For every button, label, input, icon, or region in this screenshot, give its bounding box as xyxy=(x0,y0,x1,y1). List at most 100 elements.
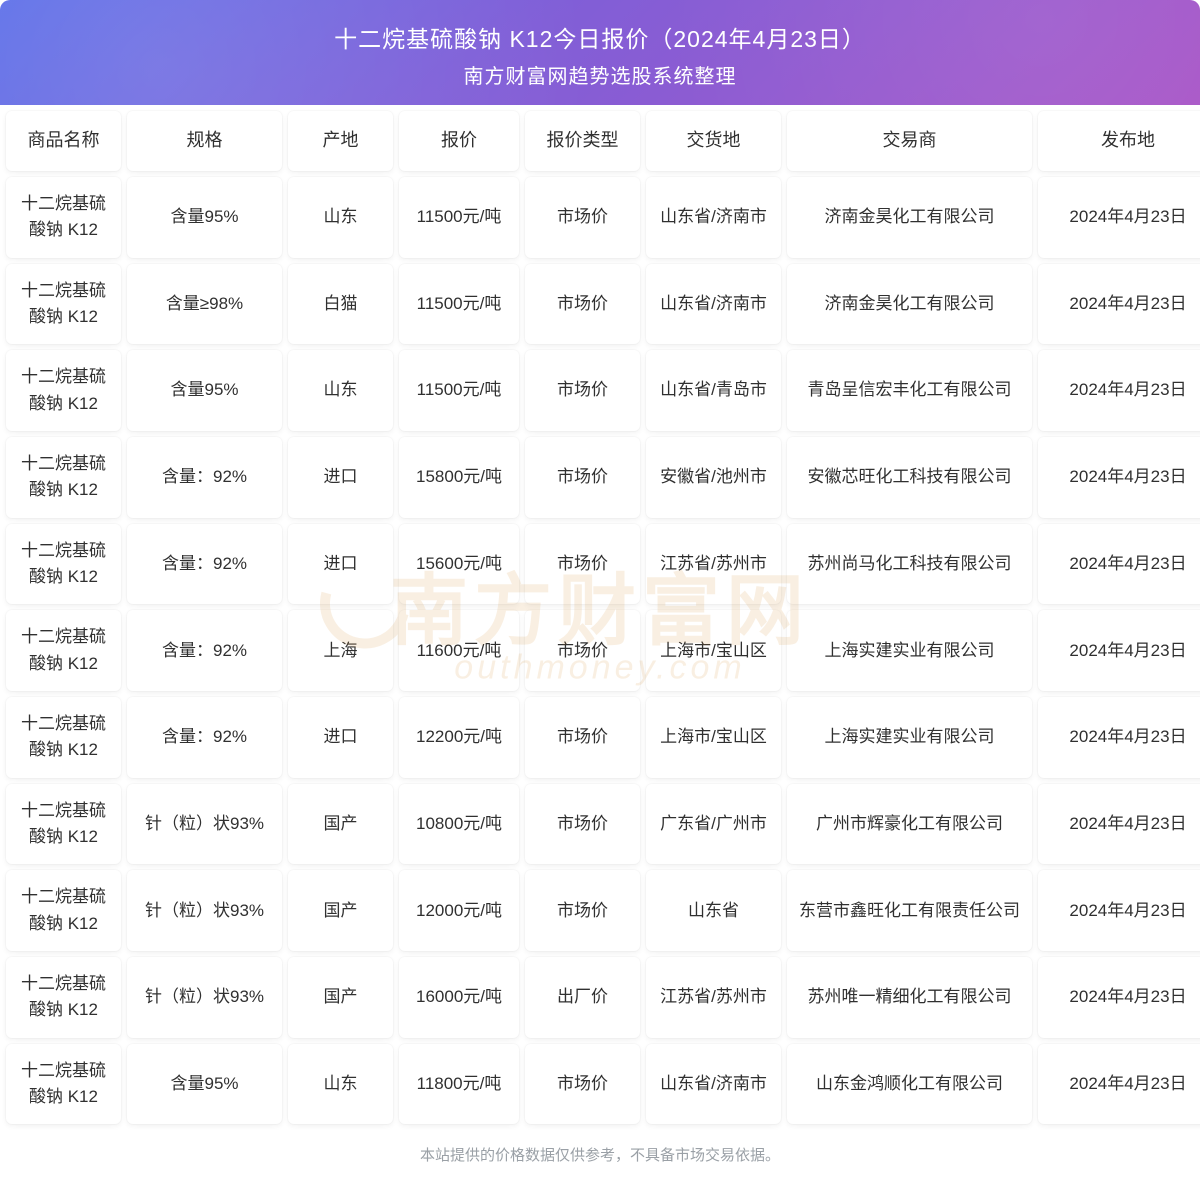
cell-spec: 含量95% xyxy=(127,177,282,258)
cell-spec: 含量95% xyxy=(127,1044,282,1125)
col-header-loc: 交货地 xyxy=(646,111,781,171)
cell-trader: 安徽芯旺化工科技有限公司 xyxy=(787,437,1032,518)
cell-name: 十二烷基硫酸钠 K12 xyxy=(6,610,121,691)
table-row: 十二烷基硫酸钠 K12针（粒）状93%国产16000元/吨出厂价江苏省/苏州市苏… xyxy=(6,957,1200,1038)
cell-spec: 含量≥98% xyxy=(127,264,282,345)
cell-loc: 安徽省/池州市 xyxy=(646,437,781,518)
cell-date: 2024年4月23日 xyxy=(1038,870,1200,951)
table-row: 十二烷基硫酸钠 K12针（粒）状93%国产10800元/吨市场价广东省/广州市广… xyxy=(6,784,1200,865)
table-row: 十二烷基硫酸钠 K12含量95%山东11500元/吨市场价山东省/青岛市青岛呈信… xyxy=(6,350,1200,431)
cell-origin: 山东 xyxy=(288,1044,393,1125)
table-row: 十二烷基硫酸钠 K12含量：92%进口15800元/吨市场价安徽省/池州市安徽芯… xyxy=(6,437,1200,518)
cell-name: 十二烷基硫酸钠 K12 xyxy=(6,957,121,1038)
cell-trader: 东营市鑫旺化工有限责任公司 xyxy=(787,870,1032,951)
cell-date: 2024年4月23日 xyxy=(1038,264,1200,345)
table-wrapper: 南方财富网 outhmoney.com 商品名称规格产地报价报价类型交货地交易商… xyxy=(0,105,1200,1130)
cell-spec: 针（粒）状93% xyxy=(127,957,282,1038)
cell-loc: 山东省 xyxy=(646,870,781,951)
cell-name: 十二烷基硫酸钠 K12 xyxy=(6,784,121,865)
cell-name: 十二烷基硫酸钠 K12 xyxy=(6,437,121,518)
cell-spec: 含量：92% xyxy=(127,437,282,518)
col-header-ptype: 报价类型 xyxy=(525,111,640,171)
cell-price: 15600元/吨 xyxy=(399,524,519,605)
table-row: 十二烷基硫酸钠 K12针（粒）状93%国产12000元/吨市场价山东省东营市鑫旺… xyxy=(6,870,1200,951)
cell-date: 2024年4月23日 xyxy=(1038,177,1200,258)
cell-date: 2024年4月23日 xyxy=(1038,437,1200,518)
cell-ptype: 市场价 xyxy=(525,697,640,778)
cell-ptype: 市场价 xyxy=(525,784,640,865)
cell-name: 十二烷基硫酸钠 K12 xyxy=(6,350,121,431)
cell-date: 2024年4月23日 xyxy=(1038,957,1200,1038)
table-body: 十二烷基硫酸钠 K12含量95%山东11500元/吨市场价山东省/济南市济南金昊… xyxy=(6,177,1200,1125)
cell-price: 11500元/吨 xyxy=(399,264,519,345)
cell-loc: 山东省/济南市 xyxy=(646,1044,781,1125)
cell-loc: 上海市/宝山区 xyxy=(646,697,781,778)
col-header-price: 报价 xyxy=(399,111,519,171)
cell-spec: 针（粒）状93% xyxy=(127,784,282,865)
cell-trader: 苏州尚马化工科技有限公司 xyxy=(787,524,1032,605)
cell-price: 10800元/吨 xyxy=(399,784,519,865)
cell-origin: 国产 xyxy=(288,957,393,1038)
cell-name: 十二烷基硫酸钠 K12 xyxy=(6,1044,121,1125)
cell-loc: 山东省/济南市 xyxy=(646,264,781,345)
cell-spec: 含量：92% xyxy=(127,524,282,605)
cell-loc: 山东省/济南市 xyxy=(646,177,781,258)
cell-origin: 山东 xyxy=(288,350,393,431)
cell-loc: 山东省/青岛市 xyxy=(646,350,781,431)
cell-price: 15800元/吨 xyxy=(399,437,519,518)
cell-trader: 苏州唯一精细化工有限公司 xyxy=(787,957,1032,1038)
cell-name: 十二烷基硫酸钠 K12 xyxy=(6,264,121,345)
cell-spec: 针（粒）状93% xyxy=(127,870,282,951)
cell-origin: 进口 xyxy=(288,697,393,778)
col-header-name: 商品名称 xyxy=(6,111,121,171)
cell-loc: 广东省/广州市 xyxy=(646,784,781,865)
cell-price: 16000元/吨 xyxy=(399,957,519,1038)
col-header-spec: 规格 xyxy=(127,111,282,171)
cell-ptype: 市场价 xyxy=(525,350,640,431)
cell-trader: 济南金昊化工有限公司 xyxy=(787,177,1032,258)
cell-trader: 济南金昊化工有限公司 xyxy=(787,264,1032,345)
cell-name: 十二烷基硫酸钠 K12 xyxy=(6,524,121,605)
table-header-row: 商品名称规格产地报价报价类型交货地交易商发布地 xyxy=(6,111,1200,171)
table-row: 十二烷基硫酸钠 K12含量95%山东11800元/吨市场价山东省/济南市山东金鸿… xyxy=(6,1044,1200,1125)
cell-trader: 青岛呈信宏丰化工有限公司 xyxy=(787,350,1032,431)
cell-name: 十二烷基硫酸钠 K12 xyxy=(6,870,121,951)
cell-origin: 国产 xyxy=(288,870,393,951)
cell-price: 11800元/吨 xyxy=(399,1044,519,1125)
cell-spec: 含量：92% xyxy=(127,610,282,691)
col-header-origin: 产地 xyxy=(288,111,393,171)
cell-date: 2024年4月23日 xyxy=(1038,784,1200,865)
page-subtitle: 南方财富网趋势选股系统整理 xyxy=(0,60,1200,89)
cell-date: 2024年4月23日 xyxy=(1038,697,1200,778)
cell-price: 12000元/吨 xyxy=(399,870,519,951)
cell-trader: 山东金鸿顺化工有限公司 xyxy=(787,1044,1032,1125)
table-row: 十二烷基硫酸钠 K12含量：92%上海11600元/吨市场价上海市/宝山区上海实… xyxy=(6,610,1200,691)
cell-ptype: 出厂价 xyxy=(525,957,640,1038)
footer-note: 本站提供的价格数据仅供参考，不具备市场交易依据。 xyxy=(0,1130,1200,1183)
price-table: 商品名称规格产地报价报价类型交货地交易商发布地 十二烷基硫酸钠 K12含量95%… xyxy=(0,105,1200,1130)
cell-ptype: 市场价 xyxy=(525,437,640,518)
cell-spec: 含量95% xyxy=(127,350,282,431)
cell-date: 2024年4月23日 xyxy=(1038,1044,1200,1125)
cell-date: 2024年4月23日 xyxy=(1038,524,1200,605)
page-title: 十二烷基硫酸钠 K12今日报价（2024年4月23日） xyxy=(0,20,1200,54)
cell-origin: 进口 xyxy=(288,437,393,518)
cell-name: 十二烷基硫酸钠 K12 xyxy=(6,177,121,258)
cell-name: 十二烷基硫酸钠 K12 xyxy=(6,697,121,778)
cell-ptype: 市场价 xyxy=(525,177,640,258)
col-header-date: 发布地 xyxy=(1038,111,1200,171)
cell-ptype: 市场价 xyxy=(525,1044,640,1125)
cell-origin: 白猫 xyxy=(288,264,393,345)
cell-ptype: 市场价 xyxy=(525,870,640,951)
cell-loc: 上海市/宝山区 xyxy=(646,610,781,691)
cell-loc: 江苏省/苏州市 xyxy=(646,524,781,605)
cell-origin: 国产 xyxy=(288,784,393,865)
cell-spec: 含量：92% xyxy=(127,697,282,778)
cell-trader: 上海实建实业有限公司 xyxy=(787,610,1032,691)
card-header: 十二烷基硫酸钠 K12今日报价（2024年4月23日） 南方财富网趋势选股系统整… xyxy=(0,0,1200,105)
table-row: 十二烷基硫酸钠 K12含量≥98%白猫11500元/吨市场价山东省/济南市济南金… xyxy=(6,264,1200,345)
cell-origin: 进口 xyxy=(288,524,393,605)
cell-price: 11500元/吨 xyxy=(399,177,519,258)
cell-ptype: 市场价 xyxy=(525,610,640,691)
table-row: 十二烷基硫酸钠 K12含量95%山东11500元/吨市场价山东省/济南市济南金昊… xyxy=(6,177,1200,258)
